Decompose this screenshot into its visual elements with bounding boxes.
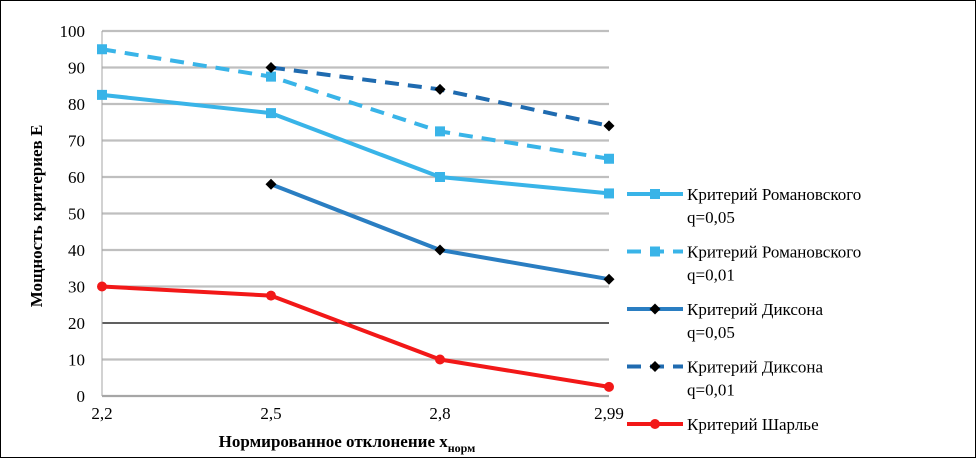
data-point — [604, 153, 614, 164]
y-axis-ticks: 0 10 20 30 40 50 60 70 80 90 100 — [60, 22, 86, 406]
legend-label: Критерий Романовского — [687, 243, 861, 262]
legend-label: Критерий Романовского — [687, 185, 861, 204]
legend-label-line2: q=0,05 — [687, 208, 735, 227]
y-tick-label: 20 — [68, 314, 85, 333]
series-line — [270, 182, 610, 282]
data-point — [97, 44, 107, 55]
series-4 — [97, 281, 614, 392]
series-0 — [97, 89, 614, 199]
y-tick-label: 70 — [68, 132, 85, 151]
legend-label: Критерий Шарлье — [687, 415, 819, 434]
y-tick-label: 50 — [68, 205, 85, 224]
y-tick-label: 60 — [68, 168, 85, 187]
legend-swatch-marker — [649, 303, 661, 315]
y-axis-title: Мощность критериев Е — [27, 125, 46, 308]
y-tick-label: 40 — [68, 241, 85, 260]
legend-swatch-marker — [650, 419, 660, 429]
data-point — [265, 178, 277, 190]
data-point — [97, 281, 107, 292]
data-point — [434, 244, 446, 256]
legend-label-line2: q=0,05 — [687, 323, 735, 342]
x-tick-label: 2,8 — [429, 404, 450, 423]
legend-label: Критерий Диксона — [687, 300, 824, 319]
legend-label-line2: q=0,01 — [687, 381, 735, 400]
data-point — [604, 381, 614, 392]
y-tick-label: 100 — [60, 22, 86, 41]
legend-entry: Критерий Шарлье — [627, 415, 819, 434]
x-axis-title: Нормированное отклонение xнорм — [219, 432, 476, 455]
data-point — [435, 172, 445, 182]
data-point — [603, 273, 615, 285]
legend-label: Критерий Диксона — [687, 358, 824, 377]
series-1 — [97, 44, 614, 164]
data-point — [266, 71, 276, 82]
series-2 — [265, 178, 615, 285]
series-line — [101, 284, 610, 389]
legend-entry: Критерий Диксона q=0,01 — [627, 358, 824, 400]
legend-entry: Критерий Романовского q=0,01 — [627, 243, 861, 285]
legend-entry: Критерий Романовского q=0,05 — [627, 185, 861, 227]
legend-swatch-marker — [650, 246, 660, 257]
y-tick-label: 10 — [68, 351, 85, 370]
series-line — [101, 47, 610, 161]
series-layer — [97, 44, 615, 392]
legend-swatch-marker — [650, 189, 660, 199]
data-point — [603, 120, 615, 132]
data-point — [604, 188, 614, 199]
series-line — [270, 65, 610, 128]
data-point — [97, 89, 107, 100]
x-tick-label: 2,5 — [260, 404, 281, 423]
y-tick-label: 0 — [77, 387, 86, 406]
data-point — [265, 62, 277, 73]
y-tick-label: 90 — [68, 59, 85, 78]
grid-layer — [101, 29, 609, 398]
y-tick-label: 80 — [68, 95, 85, 114]
series-3 — [265, 62, 615, 132]
series-line — [101, 92, 610, 196]
x-axis-ticks: 2,2 2,5 2,8 2,99 — [91, 404, 624, 423]
x-tick-label: 2,99 — [594, 404, 624, 423]
data-point — [266, 108, 276, 119]
x-axis-title-subscript: норм — [448, 441, 476, 455]
data-point — [435, 126, 445, 137]
x-axis-title-main: Нормированное отклонение x — [219, 432, 449, 451]
x-tick-label: 2,2 — [91, 404, 112, 423]
legend-entry: Критерий Диксона q=0,05 — [627, 300, 824, 342]
data-point — [266, 290, 276, 301]
legend-swatch-marker — [649, 361, 661, 372]
data-point — [435, 354, 445, 365]
y-tick-label: 30 — [68, 278, 85, 297]
data-point — [434, 83, 446, 95]
legend-label-line2: q=0,01 — [687, 266, 735, 285]
